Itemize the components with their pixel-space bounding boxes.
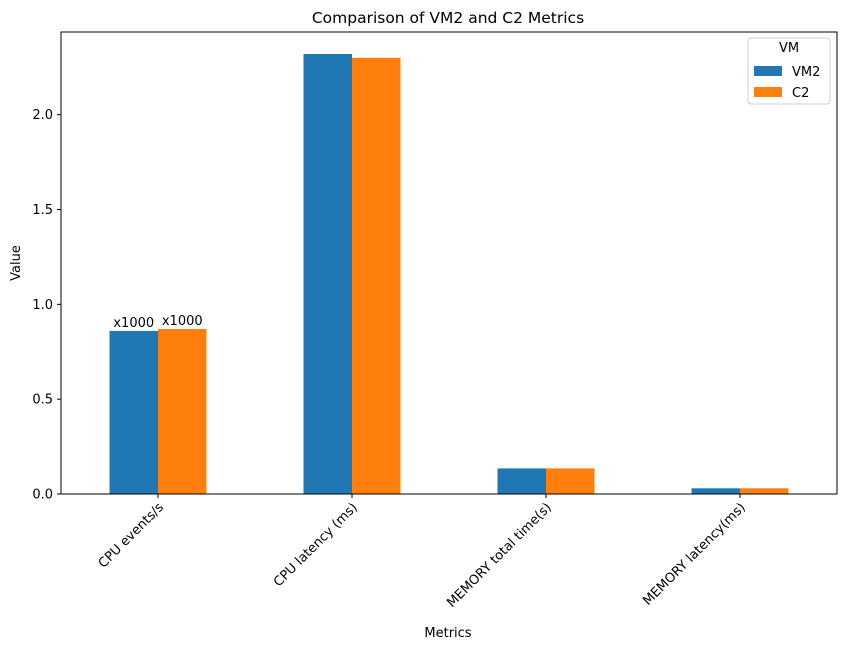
bar-labels-group: x1000 x1000 bbox=[113, 314, 202, 331]
bar-vm2-1 bbox=[303, 54, 352, 494]
legend-swatch-vm2 bbox=[754, 66, 782, 76]
y-tick-label: 0.5 bbox=[32, 393, 53, 408]
x-tick-label: MEMORY latency(ms) bbox=[640, 500, 749, 609]
y-axis-label: Value bbox=[9, 245, 24, 281]
bar-vm2-2 bbox=[497, 468, 546, 494]
bar-c2-3 bbox=[740, 488, 789, 494]
x-tick-label: CPU latency (ms) bbox=[271, 500, 361, 590]
x-tick-label: CPU events/s bbox=[96, 500, 167, 571]
legend-swatch-c2 bbox=[754, 87, 782, 97]
legend: VM VM2 C2 bbox=[747, 37, 831, 105]
y-axis: 0.0 0.5 1.0 1.5 2.0 bbox=[32, 108, 61, 503]
x-axis-label: Metrics bbox=[424, 626, 471, 641]
bar-vm2-3 bbox=[691, 488, 740, 494]
bar-c2-1 bbox=[352, 57, 401, 495]
bars-group bbox=[109, 54, 789, 495]
plot-frame bbox=[60, 31, 838, 495]
x-tick-label: MEMORY total time(s) bbox=[444, 500, 555, 611]
bar-annotation-label: x1000 bbox=[113, 316, 154, 331]
bar-vm2-0 bbox=[109, 330, 158, 494]
bar-annotation-label: x1000 bbox=[162, 314, 203, 329]
y-tick-label: 0.0 bbox=[32, 488, 53, 503]
legend-title: VM bbox=[779, 41, 799, 56]
x-axis: CPU events/s CPU latency (ms) MEMORY total… bbox=[96, 494, 749, 611]
legend-label-vm2: VM2 bbox=[792, 65, 820, 80]
legend-label-c2: C2 bbox=[792, 86, 809, 101]
y-tick-label: 2.0 bbox=[32, 108, 53, 123]
bar-c2-0 bbox=[158, 329, 207, 494]
y-tick-label: 1.0 bbox=[32, 298, 53, 313]
bar-c2-2 bbox=[546, 468, 595, 494]
chart-title: Comparison of VM2 and C2 Metrics bbox=[312, 9, 584, 27]
y-tick-label: 1.5 bbox=[32, 203, 53, 218]
